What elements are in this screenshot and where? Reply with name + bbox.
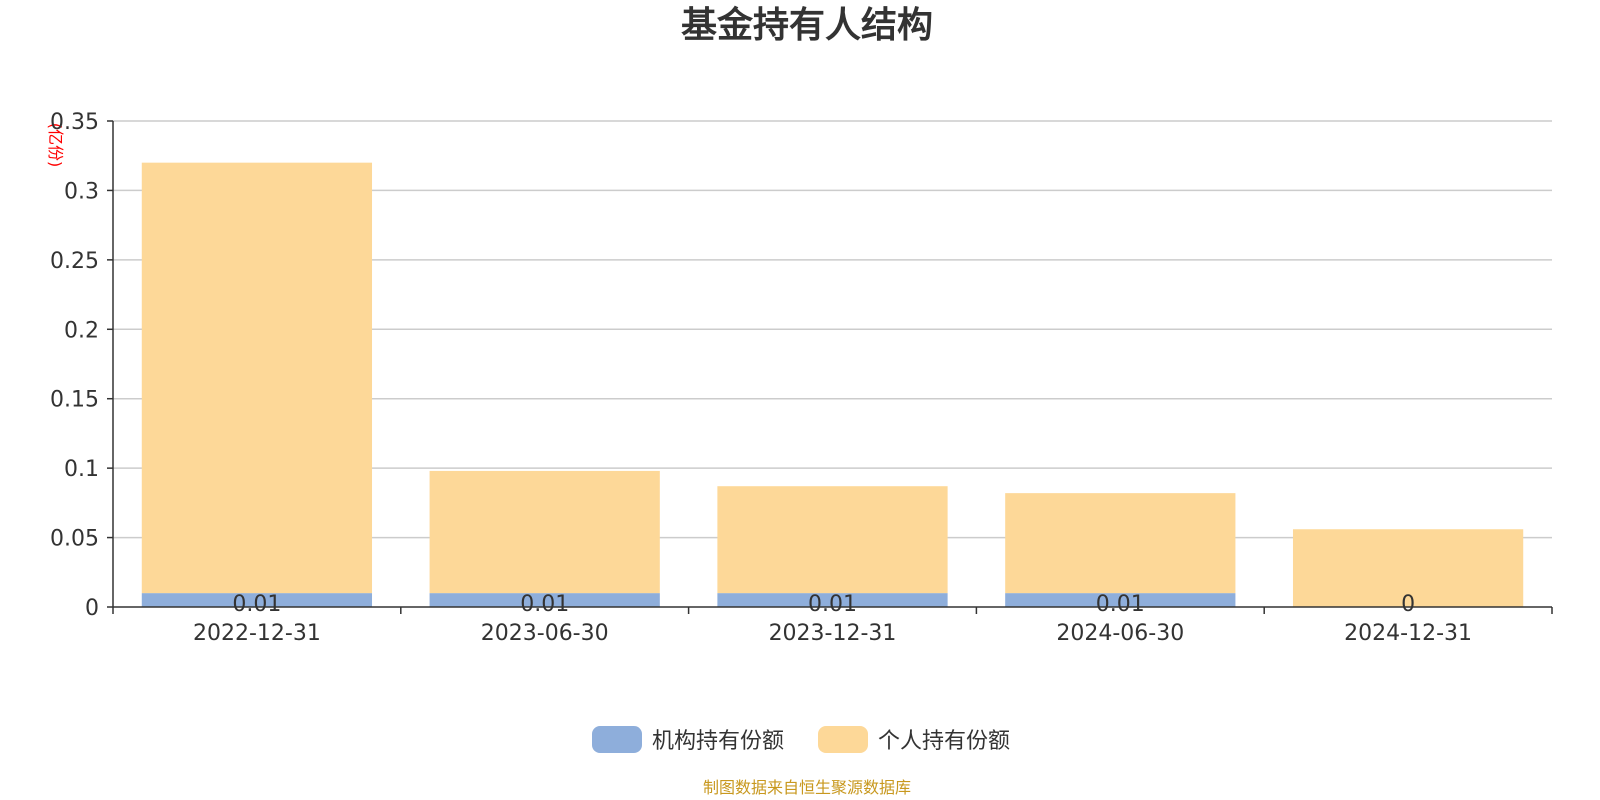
legend-label: 个人持有份额: [878, 729, 1010, 754]
x-tick-label: 2024-12-31: [1344, 621, 1472, 646]
bar-segment-institutional: [141, 593, 373, 607]
y-tick-label: 0.25: [50, 249, 99, 274]
y-tick-label: 0.3: [64, 179, 99, 204]
y-tick-label: 0.05: [50, 527, 99, 552]
bar-segment-individual: [429, 470, 660, 594]
bar-segment-individual: [1005, 493, 1236, 594]
x-tick-label: 2023-06-30: [481, 621, 609, 646]
y-tick-label: 0.35: [50, 110, 99, 135]
data-label: 0.01: [808, 592, 857, 617]
y-tick-label: 0.1: [64, 457, 99, 482]
y-axis-unit: (亿份): [46, 123, 65, 168]
x-tick-label: 2024-06-30: [1056, 621, 1184, 646]
y-tick-label: 0.2: [64, 318, 99, 343]
data-label: 0: [1401, 592, 1415, 617]
chart-title: 基金持有人结构: [681, 4, 933, 46]
y-tick-label: 0.15: [50, 388, 99, 413]
bar-segment-institutional: [1005, 593, 1236, 607]
bars: [141, 162, 1524, 607]
data-label: 0.01: [1096, 592, 1145, 617]
y-axis-ticks: 0 0.05 0.1 0.15 0.2 0.25 0.3 0.35: [50, 110, 114, 621]
legend: 机构持有份额 个人持有份额: [592, 726, 1010, 754]
bar-segment-individual: [1292, 529, 1524, 607]
legend-swatch: [592, 726, 642, 753]
bar-segment-individual: [141, 162, 373, 594]
data-labels: 0.01 0.01 0.01 0.01 0: [232, 592, 1415, 617]
source-note: 制图数据来自恒生聚源数据库: [703, 778, 911, 797]
legend-swatch: [818, 726, 868, 753]
x-tick-label: 2023-12-31: [769, 621, 897, 646]
bar-segment-individual: [717, 486, 948, 594]
y-tick-label: 0: [85, 596, 99, 621]
data-label: 0.01: [520, 592, 569, 617]
bar-segment-institutional: [429, 593, 660, 607]
x-axis: 2022-12-31 2023-06-30 2023-12-31 2024-06-30…: [112, 606, 1553, 646]
legend-label: 机构持有份额: [652, 729, 784, 754]
x-tick-label: 2022-12-31: [193, 621, 321, 646]
bar-segment-institutional: [717, 593, 948, 607]
data-label: 0.01: [232, 592, 281, 617]
